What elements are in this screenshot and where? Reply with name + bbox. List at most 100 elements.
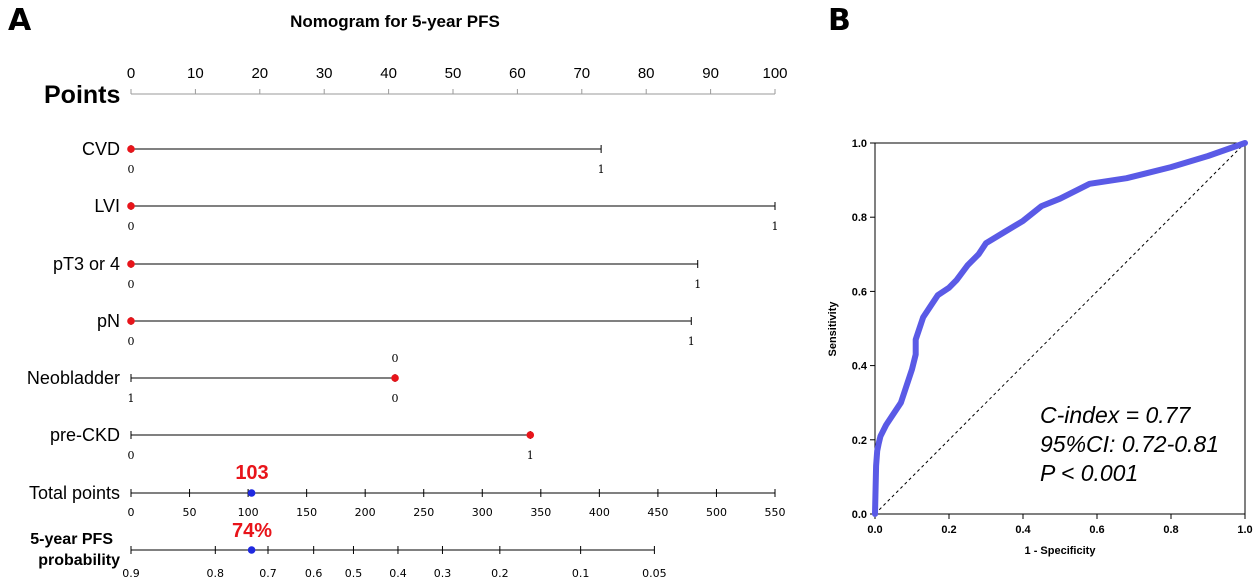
roc-y-tick-label: 0.8: [852, 212, 867, 224]
points-tick-label: 70: [573, 65, 590, 82]
nomogram-panel: A Nomogram for 5-year PFS Points 0 10 20 30…: [8, 3, 788, 579]
nomogram-title: Nomogram for 5-year PFS: [290, 12, 500, 31]
selected-level-marker: [391, 374, 399, 382]
probability-tick-label: 0.5: [345, 567, 363, 579]
roc-x-tick-label: 0.4: [1015, 524, 1031, 536]
probability-highlight-label: 74%: [232, 520, 272, 542]
ci-text: 95%CI: 0.72-0.81: [1040, 431, 1219, 457]
level-label: 1: [527, 449, 534, 462]
level-label: 0: [128, 163, 135, 176]
total-tick-label: 150: [296, 506, 317, 519]
points-label: Points: [44, 81, 120, 109]
total-tick-label: 0: [128, 506, 135, 519]
variable-row: CVD 0 1: [82, 139, 605, 176]
probability-label-line2: probability: [38, 552, 120, 569]
roc-x-tick-label: 0.0: [867, 524, 882, 536]
points-tick-label: 0: [127, 65, 135, 82]
variable-row: pre-CKD 0 1: [50, 425, 535, 462]
variable-row: pT3 or 4 0 1: [53, 254, 701, 291]
roc-panel: B 0.00.0 0.2 0.2 0.4 0.4 0.6 0.6 0.8 0.8 1.0 1.0 1…: [827, 3, 1253, 557]
selected-level-marker: [127, 202, 135, 210]
roc-y-tick-label: 1.0: [852, 138, 867, 150]
level-label: 0: [128, 335, 135, 348]
probability-tick-label: 0.4: [389, 567, 407, 579]
panel-label-a: A: [8, 3, 32, 38]
variable-row: pN 0 1: [97, 311, 695, 348]
probability-scale: 5-year PFS probability 0.9 0.8 0.7 0.6 0.5 0.…: [30, 520, 666, 579]
roc-y-tick-label: 0.6: [852, 286, 867, 298]
level-label: 0: [128, 449, 135, 462]
probability-tick-label: 0.05: [642, 567, 667, 579]
selected-level-marker: [526, 431, 535, 439]
total-tick-label: 400: [589, 506, 610, 519]
variable-label: pN: [97, 311, 120, 331]
roc-plot-frame: [874, 142, 1246, 515]
level-label: 0: [128, 220, 135, 233]
points-tick-label: 80: [638, 65, 655, 82]
total-tick-label: 50: [183, 506, 197, 519]
points-tick-label: 50: [445, 65, 462, 82]
total-tick-label: 350: [530, 506, 551, 519]
level-label: 1: [772, 220, 779, 233]
total-tick-label: 300: [472, 506, 493, 519]
probability-tick-label: 0.7: [259, 567, 277, 579]
variable-row: LVI 0 1: [94, 196, 778, 233]
probability-marker: [247, 546, 256, 554]
level-label: 1: [694, 278, 701, 291]
variable-label: Neobladder: [27, 368, 120, 388]
selected-level-marker: [127, 317, 135, 325]
selected-level-marker: [127, 145, 135, 153]
variable-label: LVI: [94, 196, 120, 216]
total-points-label: Total points: [29, 483, 120, 503]
c-index-text: C-index = 0.77: [1040, 402, 1191, 428]
probability-tick-label: 0.1: [572, 567, 590, 579]
points-tick-label: 100: [762, 65, 787, 82]
total-tick-label: 200: [355, 506, 376, 519]
level-label: 0: [128, 278, 135, 291]
total-tick-label: 250: [413, 506, 434, 519]
total-tick-label: 100: [238, 506, 259, 519]
variable-row: Neobladder 1 0 0: [27, 352, 399, 405]
level-label: 1: [128, 392, 135, 405]
points-tick-label: 60: [509, 65, 526, 82]
probability-tick-label: 0.9: [122, 567, 140, 579]
roc-curve: [872, 140, 1248, 517]
roc-x-axis-label: 1 - Specificity: [1025, 545, 1097, 557]
roc-x-tick-label: 0.2: [941, 524, 956, 536]
roc-y-tick-label: 0.4: [852, 361, 868, 373]
points-scale: Points 0 10 20 30 40 50 60 70 80 90 100: [44, 65, 788, 109]
total-tick-label: 500: [706, 506, 727, 519]
roc-x-tick-label: 1.0: [1237, 524, 1252, 536]
level-label: 1: [688, 335, 695, 348]
points-tick-label: 30: [316, 65, 333, 82]
roc-y-axis-label: Sensitivity: [827, 301, 839, 357]
selected-level-marker: [127, 260, 135, 268]
points-tick-label: 40: [380, 65, 397, 82]
level-label: 1: [598, 163, 605, 176]
total-tick-label: 550: [765, 506, 786, 519]
probability-label-line1: 5-year PFS: [30, 531, 113, 548]
probability-tick-label: 0.6: [305, 567, 323, 579]
roc-x-tick-label: 0.8: [1163, 524, 1178, 536]
points-tick-label: 20: [251, 65, 268, 82]
p-value-text: P < 0.001: [1040, 460, 1138, 486]
probability-tick-label: 0.2: [491, 567, 509, 579]
total-points-highlight-label: 103: [235, 462, 268, 484]
variable-label: pre-CKD: [50, 425, 120, 445]
panel-label-b: B: [828, 3, 851, 38]
roc-y-tick-label: 0.2: [852, 435, 867, 447]
points-tick-label: 90: [702, 65, 719, 82]
roc-x-tick-label: 0.6: [1089, 524, 1104, 536]
total-tick-label: 450: [647, 506, 668, 519]
variable-label: CVD: [82, 139, 120, 159]
level-label: 0: [392, 392, 399, 405]
probability-tick-label: 0.8: [207, 567, 225, 579]
points-tick-label: 10: [187, 65, 204, 82]
probability-tick-label: 0.3: [434, 567, 452, 579]
level-top-label: 0: [392, 352, 399, 365]
roc-y-tick-label: 0.0: [852, 509, 867, 521]
total-points-scale: Total points 0 50 100 150 200 250 300 350 400 450…: [29, 462, 786, 519]
total-points-marker: [247, 489, 256, 497]
